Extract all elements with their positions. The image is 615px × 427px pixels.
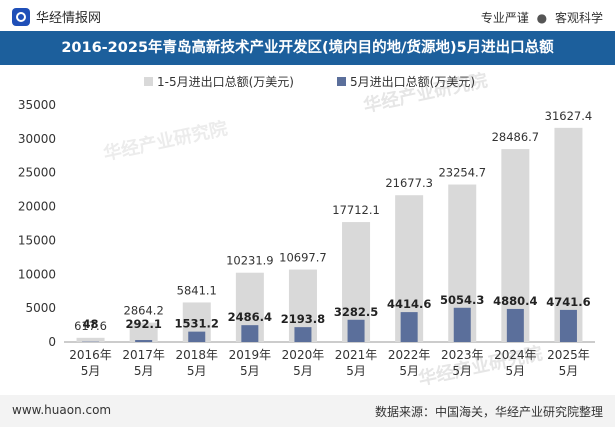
- brand-logo-icon: [12, 7, 30, 26]
- x-tick-label: 5月: [346, 364, 366, 378]
- x-tick-label: 5月: [559, 364, 579, 378]
- data-label-total: 10697.7: [279, 251, 327, 265]
- bar-total: [129, 322, 158, 342]
- legend-swatch-may: [337, 77, 346, 86]
- bar-chart: 华经产业研究院 华经产业研究院 华经产业研究院 1-5月进出口总额(万美元) 5…: [18, 69, 595, 390]
- tagline: 专业严谨 ● 客观科学: [481, 9, 603, 26]
- bar-may: [506, 308, 524, 342]
- x-tick-label: 5月: [506, 364, 526, 378]
- x-tick-label: 2016年: [69, 348, 112, 362]
- brand-name: 华经情报网: [36, 11, 102, 26]
- x-tick-label: 2020年: [282, 348, 325, 362]
- footer: www.huaon.com 数据来源：中国海关，华经产业研究院整理: [0, 395, 615, 427]
- x-tick-label: 2018年: [175, 348, 218, 362]
- data-label-may: 5054.3: [440, 293, 484, 307]
- y-tick-label: 0: [48, 335, 56, 349]
- data-label-may: 2193.8: [281, 312, 325, 326]
- y-tick-label: 35000: [18, 98, 56, 112]
- data-label-total: 2864.2: [124, 304, 164, 318]
- brand: 华经情报网: [12, 7, 101, 26]
- x-tick-label: 5月: [81, 364, 101, 378]
- bar-may: [135, 340, 153, 342]
- x-tick-label: 2017年: [122, 348, 165, 362]
- legend-label-may: 5月进出口总额(万美元): [350, 75, 475, 89]
- bar-may: [400, 312, 418, 342]
- top-bar: 华经情报网 专业严谨 ● 客观科学: [0, 0, 615, 31]
- bar-total: [76, 337, 105, 342]
- tagline-right: 客观科学: [554, 11, 603, 25]
- x-tick-label: 5月: [399, 364, 419, 378]
- bar-may: [241, 325, 259, 342]
- x-tick-label: 2023年: [441, 348, 484, 362]
- bar-may: [188, 331, 206, 342]
- tagline-separator: ●: [536, 11, 548, 25]
- footer-source: 数据来源：中国海关，华经产业研究院整理: [374, 405, 603, 419]
- data-label-total: 10231.9: [226, 254, 274, 268]
- data-label-total: 31627.4: [545, 109, 593, 123]
- legend-label-total: 1-5月进出口总额(万美元): [157, 75, 294, 89]
- y-axis: 0 5000 10000 15000 20000 25000 30000 35000: [18, 98, 56, 349]
- y-tick-label: 10000: [18, 267, 56, 281]
- bar-total: [554, 127, 583, 343]
- bar-may: [453, 307, 471, 342]
- data-label-may: 4741.6: [546, 295, 590, 309]
- x-tick-label: 2021年: [335, 348, 378, 362]
- data-label-total: 21677.3: [385, 176, 433, 190]
- legend-swatch-total: [144, 77, 153, 86]
- bar-may: [559, 309, 577, 342]
- watermark-middle: 华经产业研究院: [101, 117, 229, 165]
- bar-may: [294, 327, 312, 342]
- y-tick-label: 25000: [18, 166, 56, 180]
- x-tick-label: 5月: [452, 364, 472, 378]
- x-tick-label: 2024年: [494, 348, 537, 362]
- tagline-left: 专业严谨: [480, 11, 529, 25]
- x-tick-label: 5月: [240, 364, 260, 378]
- x-tick-label: 2025年: [547, 348, 590, 362]
- x-axis: 2016年 5月 2017年 5月 2018年 5月 2019年 5月 2020年 5月 2021年…: [69, 348, 589, 378]
- title-bar: 2016-2025年青岛高新技术产业开发区(境内目的地/货源地)5月进出口总额: [0, 31, 615, 65]
- data-label-total: 23254.7: [438, 166, 486, 180]
- data-label-may: 2486.4: [228, 310, 272, 324]
- footer-website: www.huaon.com: [12, 403, 112, 417]
- x-tick-label: 5月: [293, 364, 313, 378]
- x-tick-label: 5月: [187, 364, 207, 378]
- data-label-may: 3282.5: [334, 305, 378, 319]
- y-tick-label: 15000: [18, 233, 56, 247]
- data-label-total: 28486.7: [492, 130, 540, 144]
- data-label-total: 617.6: [74, 319, 107, 333]
- data-label-total: 5841.1: [177, 283, 217, 297]
- data-label-may: 48: [83, 317, 99, 331]
- data-label-may: 1531.2: [175, 317, 219, 331]
- chart-title: 2016-2025年青岛高新技术产业开发区(境内目的地/货源地)5月进出口总额: [61, 40, 554, 56]
- data-label-may: 4414.6: [387, 297, 431, 311]
- x-tick-label: 2019年: [229, 348, 272, 362]
- x-tick-label: 5月: [134, 364, 154, 378]
- y-tick-label: 30000: [18, 132, 56, 146]
- x-tick-label: 2022年: [388, 348, 431, 362]
- data-label-may: 292.1: [125, 317, 161, 331]
- data-label-total: 17712.1: [332, 203, 380, 217]
- y-tick-label: 5000: [25, 301, 56, 315]
- bar-may: [347, 319, 365, 342]
- legend: 1-5月进出口总额(万美元) 5月进出口总额(万美元): [144, 75, 475, 89]
- y-tick-label: 20000: [18, 200, 56, 214]
- data-label-may: 4880.4: [493, 294, 537, 308]
